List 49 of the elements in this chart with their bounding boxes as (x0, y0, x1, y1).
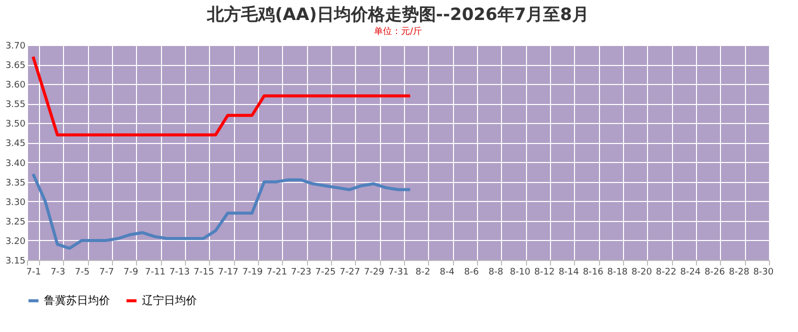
y-tick-label: 3.65 (5, 61, 26, 72)
x-tick-label: 7-5 (74, 268, 90, 278)
line-series (32, 55, 412, 136)
x-tick-label: 7-9 (124, 268, 139, 278)
x-tick-label: 7-3 (50, 268, 66, 278)
legend-label: 鲁冀苏日均价 (44, 294, 110, 307)
x-tick-label: 8-6 (464, 268, 480, 278)
x-tick-label: 7-29 (364, 268, 385, 278)
x-tick-label: 7-7 (99, 268, 114, 278)
x-tick-label: 8-8 (488, 268, 504, 278)
y-tick-label: 3.50 (5, 120, 26, 130)
x-tick-label: 7-1 (26, 268, 41, 278)
x-tick-label: 8-26 (704, 268, 726, 278)
x-tick-label: 8-10 (510, 268, 531, 278)
x-tick-label: 8-24 (680, 268, 701, 278)
x-tick-label: 7-15 (194, 268, 214, 278)
x-tick-label: 7-31 (388, 268, 409, 278)
x-tick-label: 7-19 (242, 268, 264, 278)
x-tick-label: 7-25 (315, 268, 336, 278)
x-tick-label: 8-2 (415, 268, 430, 278)
x-tick-label: 7-21 (266, 268, 288, 278)
x-tick-label: 7-11 (145, 268, 166, 278)
y-tick-label: 3.15 (5, 256, 26, 266)
x-tick-label: 7-27 (340, 268, 360, 278)
x-tick-label: 7-23 (290, 268, 312, 278)
line-series (32, 172, 412, 250)
x-tick-label: 8-4 (440, 268, 455, 278)
y-tick-label: 3.30 (5, 198, 26, 208)
x-tick-label: 8-14 (558, 268, 580, 278)
y-tick-label: 3.60 (5, 80, 26, 91)
legend-label: 辽宁日均价 (142, 294, 197, 307)
y-tick-label: 3.45 (5, 139, 26, 150)
x-tick-label: 7-13 (169, 268, 190, 278)
y-tick-label: 3.40 (5, 158, 26, 169)
x-tick-label: 8-18 (607, 268, 628, 278)
y-tick-label: 3.20 (5, 236, 26, 247)
x-tick-label: 8-12 (534, 268, 555, 278)
x-tick-label: 7-17 (218, 268, 238, 278)
x-tick-label: 8-30 (753, 268, 774, 278)
y-tick-label: 3.55 (5, 100, 26, 110)
chart-title: 北方毛鸡(AA)日均价格走势图--2026年7月至8月 (206, 5, 589, 25)
y-tick-label: 3.25 (5, 217, 26, 228)
x-tick-label: 8-28 (728, 268, 750, 278)
x-tick-label: 8-16 (582, 268, 604, 278)
y-tick-label: 3.35 (5, 178, 26, 188)
y-tick-label: 3.70 (5, 42, 26, 52)
x-tick-label: 8-20 (632, 268, 652, 278)
x-tick-label: 8-22 (656, 268, 676, 278)
chart-subtitle: 单位：元/斤 (374, 26, 422, 37)
